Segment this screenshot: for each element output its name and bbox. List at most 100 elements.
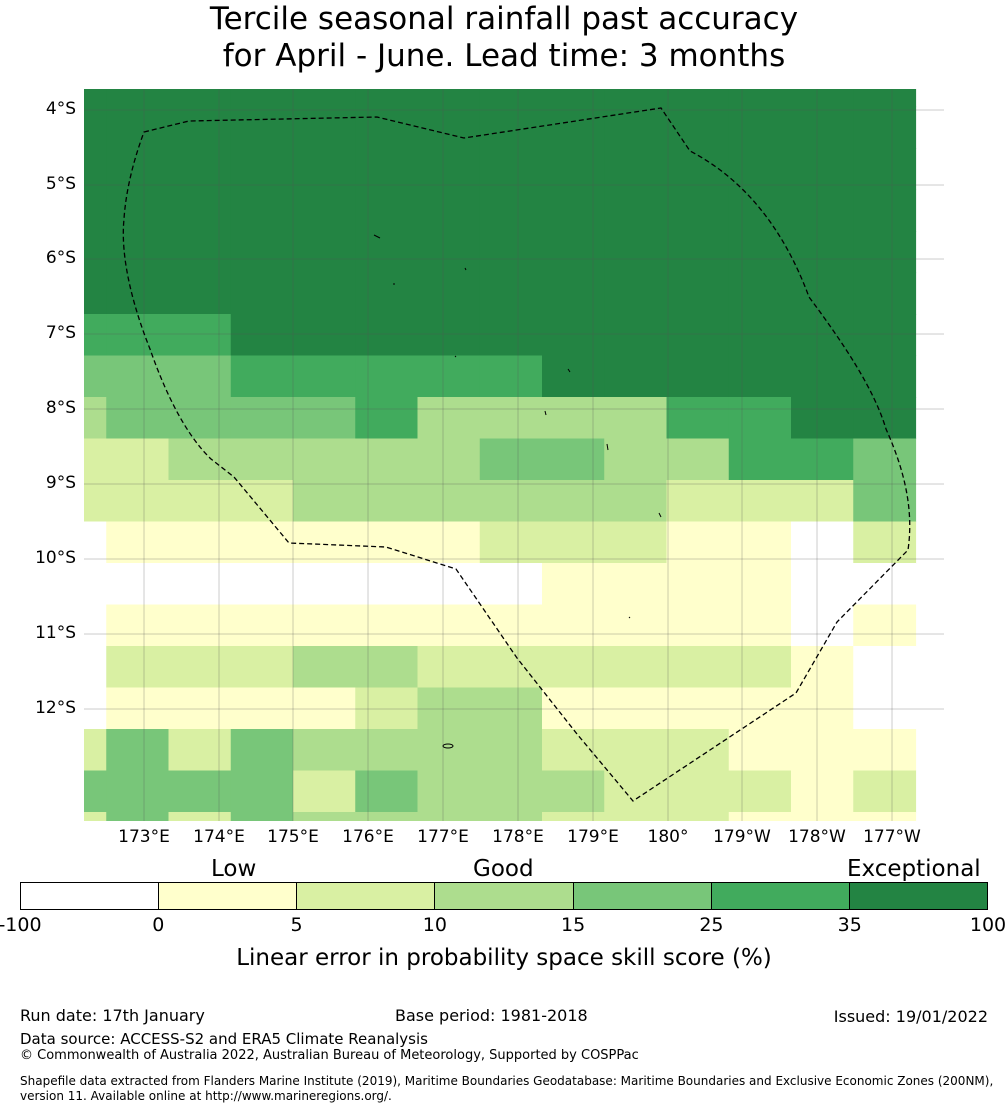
- grid-cell: [791, 729, 854, 772]
- grid-cell: [230, 355, 294, 398]
- grid-cell: [728, 106, 792, 149]
- grid-cell: [106, 89, 170, 108]
- grid-cell: [355, 189, 419, 232]
- grid-cell: [479, 770, 543, 813]
- grid-cell: [666, 106, 730, 149]
- longitude-label: 177°E: [417, 827, 469, 847]
- grid-cell: [355, 355, 419, 398]
- grid-cell: [84, 148, 107, 191]
- grid-cell: [604, 314, 668, 357]
- grid-cell: [604, 563, 668, 606]
- grid-cell: [791, 438, 854, 481]
- grid-cell: [791, 231, 854, 274]
- colorbar-tick-label: 35: [837, 914, 862, 936]
- map-title-line1: Tercile seasonal rainfall past accuracy: [209, 1, 799, 37]
- longitude-label: 178°E: [492, 827, 544, 847]
- grid-cell: [666, 231, 730, 274]
- grid-cell: [604, 189, 668, 232]
- grid-cell: [604, 231, 668, 274]
- grid-cell: [791, 272, 854, 315]
- grid-cell: [168, 563, 232, 606]
- grid-cell: [106, 563, 170, 606]
- longitude-label: 176°E: [342, 827, 394, 847]
- grid-cell: [479, 272, 543, 315]
- grid-cell: [293, 438, 356, 481]
- grid-cell: [728, 729, 792, 772]
- colorbar-tick-label: 10: [422, 914, 447, 936]
- base-period: Base period: 1981-2018: [395, 1006, 588, 1025]
- grid-cell: [791, 106, 854, 149]
- grid-cell: [791, 480, 854, 523]
- grid-cell: [417, 355, 481, 398]
- grid-cell: [542, 89, 605, 108]
- grid-cell: [355, 646, 419, 689]
- grid-cell: [84, 355, 107, 398]
- grid-cell: [853, 604, 917, 647]
- grid-cell: [604, 729, 668, 772]
- grid-cell: [791, 148, 854, 191]
- grid-cell: [728, 521, 792, 564]
- latitude-label: 5°S: [45, 174, 76, 194]
- colorbar-tick-label: 100: [969, 914, 1007, 936]
- grid-cell: [84, 480, 107, 523]
- grid-cell: [417, 729, 481, 772]
- grid-cell: [293, 521, 356, 564]
- grid-cell: [84, 272, 107, 315]
- grid-cell: [168, 646, 232, 689]
- grid-cell: [355, 231, 419, 274]
- grid-cell: [479, 355, 543, 398]
- latitude-label: 12°S: [35, 698, 76, 718]
- grid-cell: [293, 106, 356, 149]
- colorbar-segment: [21, 883, 160, 909]
- grid-cell: [293, 729, 356, 772]
- grid-cell: [666, 438, 730, 481]
- grid-cell: [853, 563, 917, 606]
- data-source: Data source: ACCESS-S2 and ERA5 Climate …: [20, 1030, 428, 1048]
- longitude-label: 180°: [647, 827, 689, 847]
- longitude-label: 177°W: [863, 827, 921, 847]
- grid-cell: [542, 231, 605, 274]
- grid-cell: [417, 563, 481, 606]
- grid-cell: [542, 355, 605, 398]
- grid-cell: [230, 604, 294, 647]
- grid-cell: [106, 314, 170, 357]
- grid-cell: [542, 106, 605, 149]
- shapefile-credit-line1: Shapefile data extracted from Flanders M…: [20, 1074, 994, 1088]
- grid-cell: [728, 397, 792, 440]
- longitude-label: 174°E: [193, 827, 245, 847]
- grid-cell: [666, 563, 730, 606]
- grid-cell: [853, 106, 917, 149]
- longitude-label: 179°W: [713, 827, 771, 847]
- grid-cell: [542, 812, 605, 821]
- grid-cell: [853, 646, 917, 689]
- grid-cell: [728, 148, 792, 191]
- grid-cell: [417, 770, 481, 813]
- grid-cell: [293, 563, 356, 606]
- grid-cell: [853, 812, 917, 821]
- grid-cell: [84, 314, 107, 357]
- grid-cell: [853, 148, 917, 191]
- latitude-label: 6°S: [45, 248, 76, 268]
- grid-cell: [542, 438, 605, 481]
- grid-cell: [230, 89, 294, 108]
- grid-cell: [666, 604, 730, 647]
- grid-cell: [355, 480, 419, 523]
- grid-cell: [417, 231, 481, 274]
- colorbar-segment: [849, 883, 987, 909]
- grid-cell: [417, 148, 481, 191]
- grid-cell: [666, 272, 730, 315]
- grid-cell: [604, 604, 668, 647]
- grid-cell: [168, 480, 232, 523]
- grid-cell: [84, 687, 107, 730]
- grid-cell: [791, 314, 854, 357]
- grid-cell: [479, 148, 543, 191]
- grid-cell: [604, 521, 668, 564]
- grid-cell: [84, 189, 107, 232]
- grid-cell: [417, 272, 481, 315]
- grid-cell: [355, 89, 419, 108]
- grid-cell: [417, 812, 481, 821]
- graticule: [84, 89, 944, 821]
- grid-cell: [728, 89, 792, 108]
- colorbar-segment: [435, 883, 574, 909]
- grid-cell: [479, 438, 543, 481]
